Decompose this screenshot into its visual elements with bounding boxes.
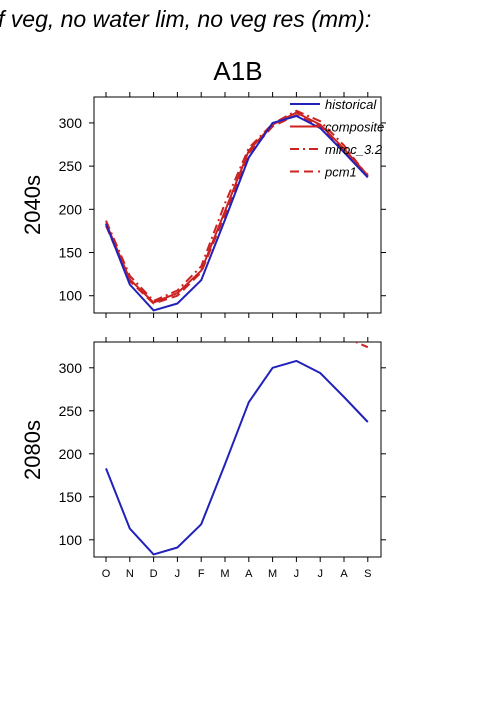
panel-2080s: 100 150 200 250 300 O N D J F M A M J J A S 2080s <box>20 337 386 580</box>
y-tick-label: 150 <box>59 245 83 261</box>
y-tick-label: 250 <box>59 403 83 419</box>
x-tick-label: S <box>364 568 371 580</box>
x-tick-label: J <box>317 568 323 580</box>
panel-2040s: 100 150 200 250 300 2040s historical composite m… <box>20 92 386 318</box>
legend-label: composite <box>325 120 384 135</box>
panel-label: 2040s <box>20 175 45 235</box>
series-group <box>105 342 369 556</box>
y-tick-label: 300 <box>59 360 83 376</box>
x-tick-label: J <box>294 568 300 580</box>
series-line-miroc-3-2 <box>353 342 369 349</box>
y-tick-label: 300 <box>59 115 83 131</box>
x-tick-label: A <box>245 568 253 580</box>
x-tick-label: N <box>126 568 134 580</box>
series-line-miroc-3-2 <box>105 109 369 302</box>
y-tick-label: 100 <box>59 288 83 304</box>
panel-label: 2080s <box>20 420 45 480</box>
x-tick-label: O <box>102 568 111 580</box>
x-tick-label: M <box>220 568 229 580</box>
series-line-historical <box>105 115 369 312</box>
y-tick-label: 150 <box>59 489 83 505</box>
legend-label: miroc_3.2 <box>325 142 383 157</box>
series-group <box>105 109 369 312</box>
legend-label: pcm1 <box>324 165 357 180</box>
x-tick-label: A <box>340 568 348 580</box>
x-tick-label: D <box>150 568 158 580</box>
plot-frame <box>93 341 382 558</box>
scenario-label: A1B <box>213 56 262 86</box>
plot-frame <box>93 96 382 314</box>
y-tick-label: 250 <box>59 158 83 174</box>
series-line-pcm1 <box>105 114 369 305</box>
legend: historical composite miroc_3.2 pcm1 <box>290 97 384 180</box>
series-line-historical <box>105 359 369 556</box>
y-tick-label: 200 <box>59 446 83 462</box>
x-tick-label: J <box>175 568 181 580</box>
x-tick-label: M <box>268 568 277 580</box>
figure-title: f veg, no water lim, no veg res (mm): <box>0 6 371 32</box>
y-tick-label: 200 <box>59 201 83 217</box>
legend-label: historical <box>325 97 377 112</box>
y-tick-label: 100 <box>59 532 83 548</box>
x-tick-label: F <box>198 568 205 580</box>
